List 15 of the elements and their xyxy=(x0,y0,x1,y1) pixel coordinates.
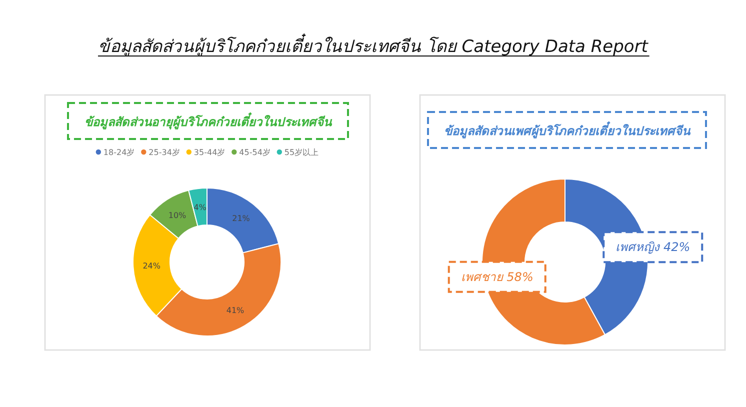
data-label: เพศหญิง 42% xyxy=(616,240,690,254)
data-label: 24% xyxy=(142,261,161,270)
legend-label: 18-24岁 xyxy=(103,148,135,157)
chart-title: ข้อมูลสัดส่วนเพศผู้บริโภคก๋วยเตี๋ยวในประเทศจีน xyxy=(444,121,691,139)
legend-label: 45-54岁 xyxy=(239,148,270,157)
data-label: 41% xyxy=(226,306,245,315)
legend-label: 35-44岁 xyxy=(194,148,226,157)
data-label: 10% xyxy=(168,211,187,220)
data-label: 4% xyxy=(194,202,207,212)
legend-label: 55岁以上 xyxy=(284,148,319,157)
data-label: เพศชาย 58% xyxy=(460,270,534,284)
chart-title: ข้อมูลสัดส่วนอายุผู้บริโภคก๋วยเตี๋ยวในประเทศจีน xyxy=(84,112,332,130)
legend-label: 25-34岁 xyxy=(148,148,180,157)
text: ข้อมูลสัดส่วนผู้บริโภคก๋วยเตี๋ยวในประเทศจีน โดย Category Data Report xyxy=(98,33,650,57)
data-label: 21% xyxy=(232,214,250,224)
